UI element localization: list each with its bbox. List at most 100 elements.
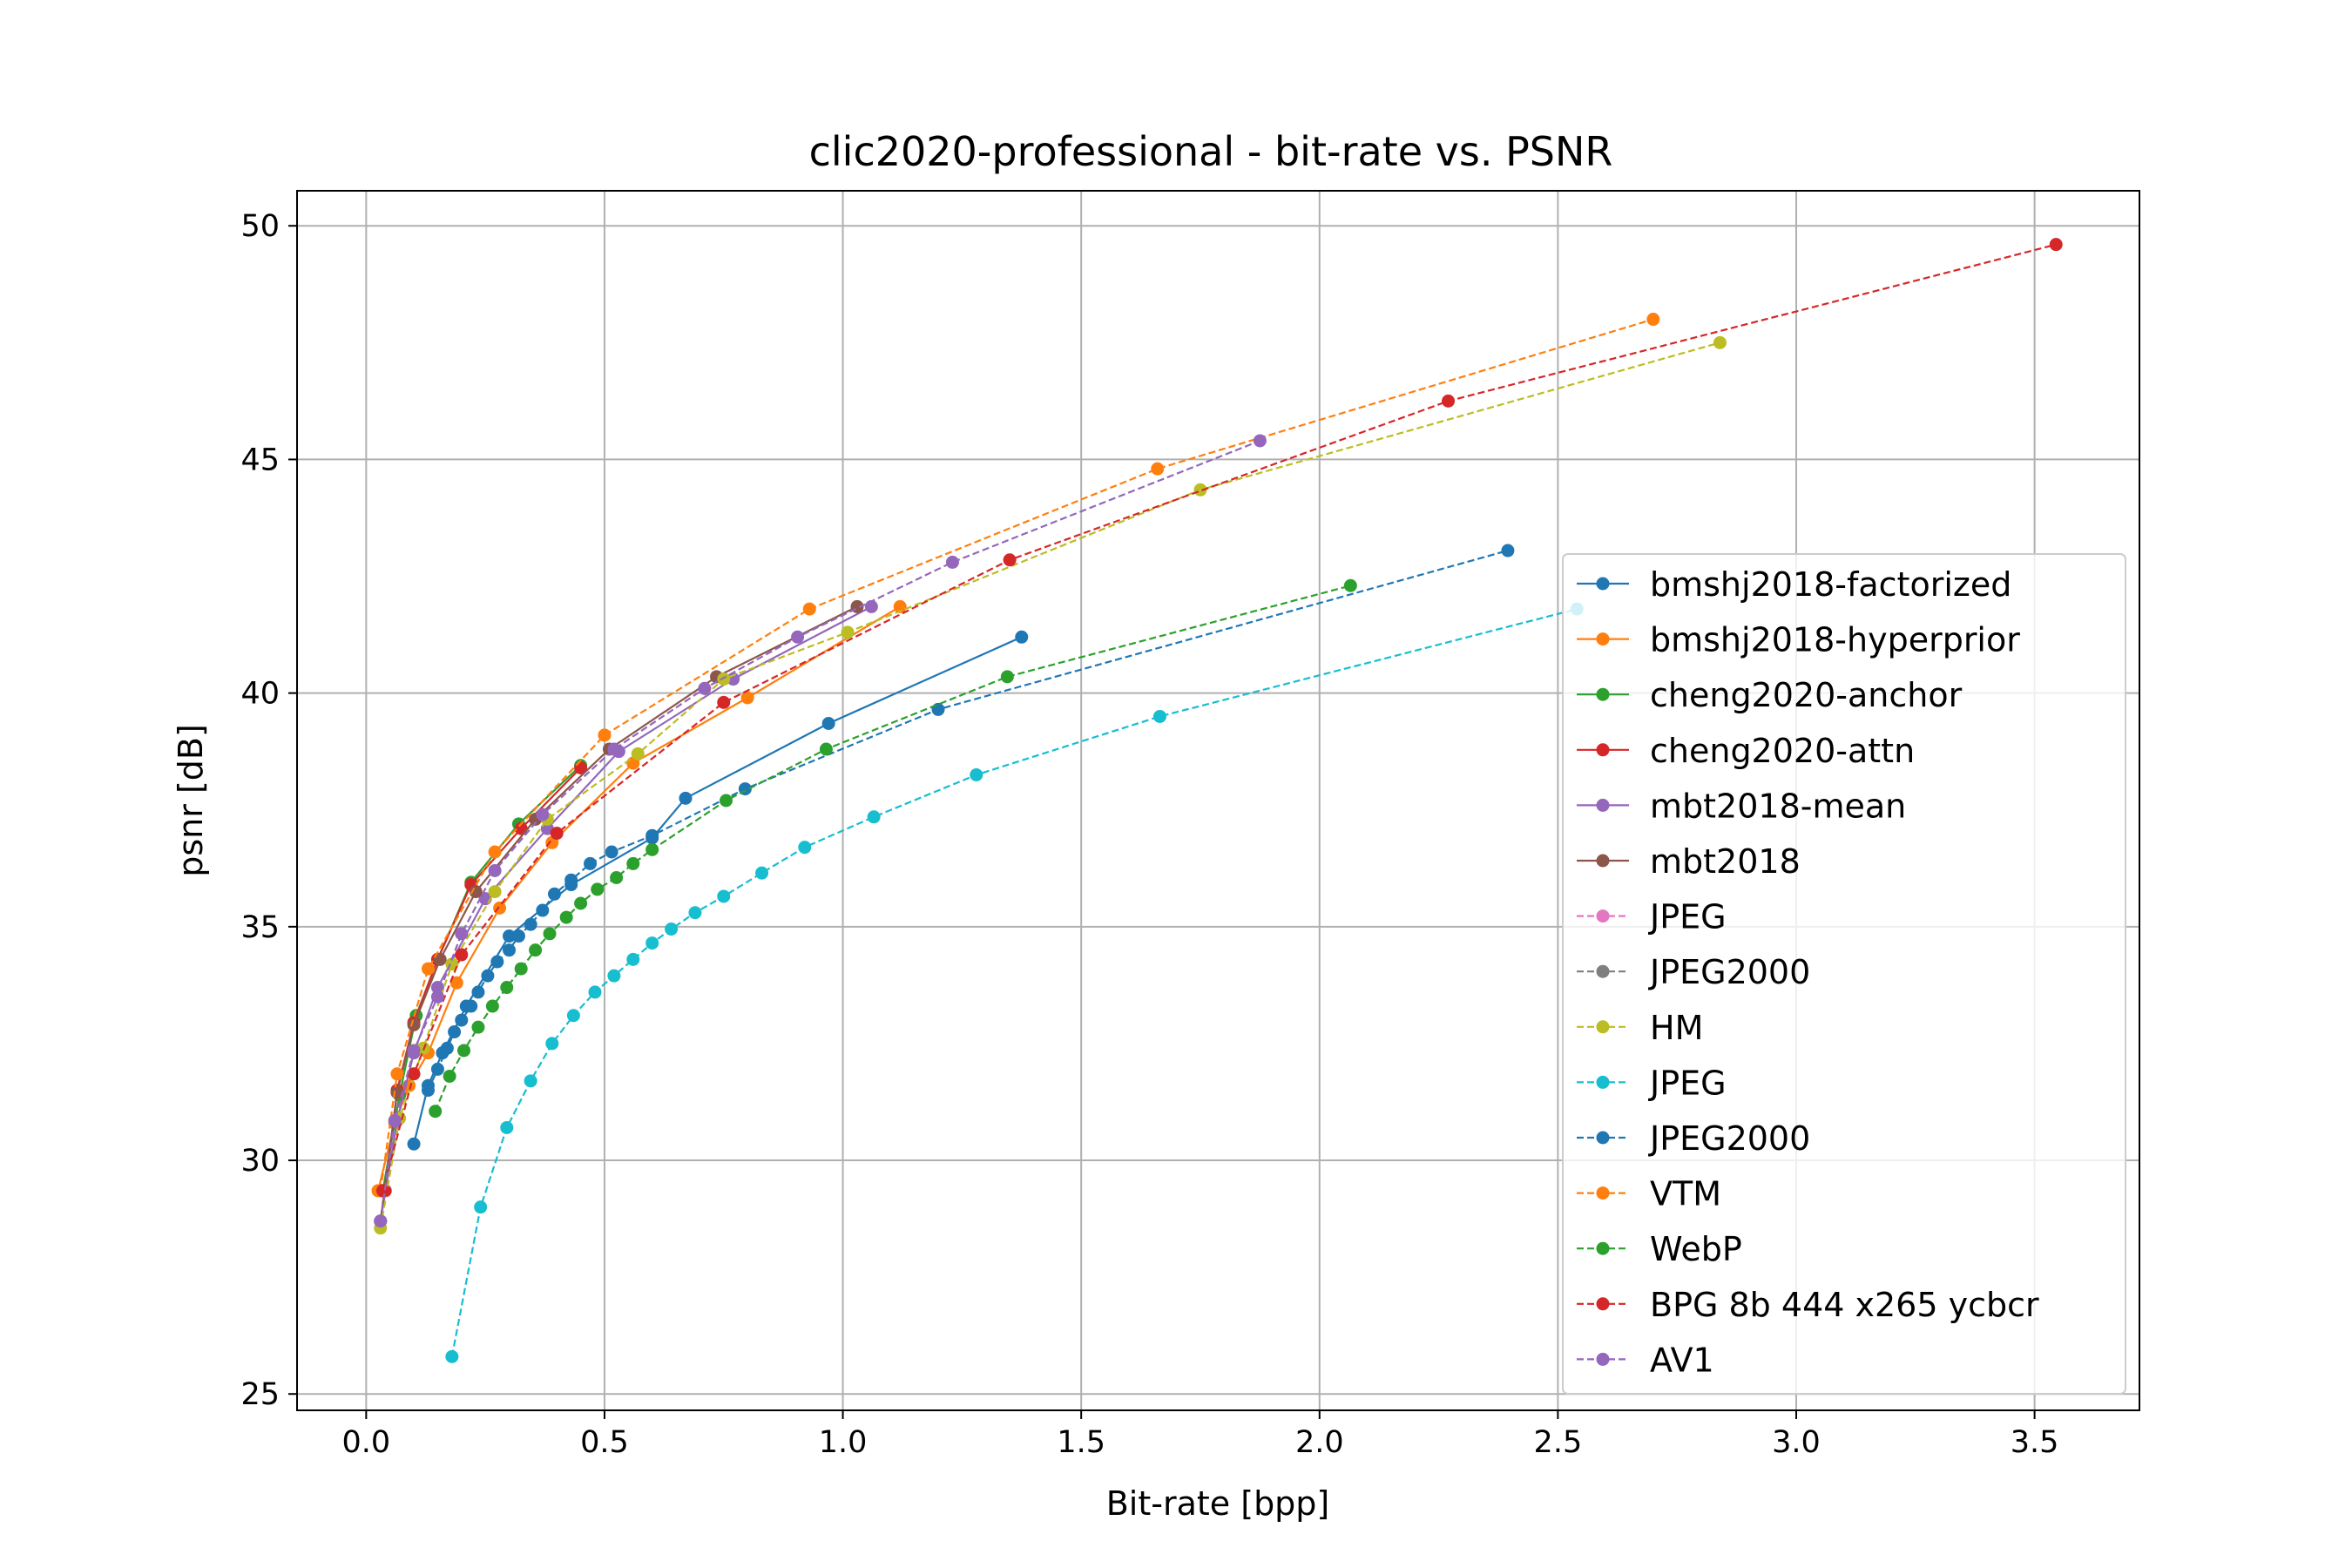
data-point [543, 927, 557, 941]
legend-entry: cheng2020-anchor [1577, 676, 1963, 714]
chart-title: clic2020-professional - bit-rate vs. PSN… [809, 128, 1613, 175]
legend-entry: mbt2018-mean [1577, 787, 1906, 825]
data-point [564, 873, 578, 887]
data-point [457, 1044, 471, 1058]
data-point [931, 702, 945, 716]
x-tick-label: 1.0 [819, 1425, 868, 1460]
legend-entry: HM [1577, 1009, 1703, 1047]
data-point [388, 1113, 402, 1127]
data-point [469, 885, 483, 899]
legend-marker [1596, 1352, 1610, 1366]
data-point [665, 923, 679, 936]
legend-label: VTM [1650, 1175, 1721, 1213]
legend-entry: JPEG [1577, 898, 1727, 936]
data-point [464, 999, 478, 1013]
data-point [471, 985, 485, 999]
data-point [1442, 394, 1456, 408]
data-point [407, 1067, 421, 1081]
data-point [841, 625, 855, 639]
data-point [645, 842, 659, 856]
data-point [455, 948, 469, 962]
legend-marker [1596, 1186, 1610, 1200]
data-point [430, 990, 444, 1004]
legend-entry: JPEG2000 [1577, 953, 1810, 991]
data-point [1152, 709, 1166, 723]
data-point [1015, 630, 1029, 644]
legend-marker [1596, 577, 1610, 591]
legend-label: cheng2020-attn [1650, 732, 1915, 770]
x-tick-label: 2.5 [1534, 1425, 1583, 1460]
data-point [755, 866, 769, 880]
series-10 [421, 544, 1515, 1098]
y-tick-label: 35 [240, 910, 280, 945]
data-point [375, 1184, 389, 1198]
y-tick-label: 45 [240, 443, 280, 477]
data-point [524, 1074, 537, 1088]
legend-marker [1596, 1297, 1610, 1311]
data-point [626, 952, 640, 966]
legend-label: HM [1650, 1009, 1703, 1047]
data-point [529, 943, 543, 957]
legend-marker [1596, 1075, 1610, 1089]
data-point [559, 910, 573, 924]
legend-marker [1596, 1131, 1610, 1145]
legend-entry: bmshj2018-hyperprior [1577, 621, 2020, 659]
data-point [524, 917, 537, 931]
data-point [374, 1214, 388, 1228]
data-point [867, 810, 881, 824]
x-tick-label: 3.5 [2011, 1425, 2059, 1460]
data-point [449, 976, 463, 990]
data-point [407, 1044, 421, 1058]
data-series [371, 238, 2063, 1363]
data-point [679, 791, 693, 805]
data-point [1646, 313, 1660, 327]
series-11 [374, 313, 1660, 1198]
legend-marker [1596, 909, 1610, 923]
data-point [598, 728, 612, 742]
data-point [536, 808, 550, 821]
series-line [379, 318, 1654, 1192]
x-tick-label: 0.5 [580, 1425, 629, 1460]
data-point [407, 1017, 421, 1031]
legend-label: cheng2020-anchor [1650, 676, 1963, 714]
data-point [717, 672, 731, 686]
data-point [1343, 578, 1357, 592]
legend-entry: WebP [1577, 1230, 1742, 1268]
data-point [893, 599, 907, 613]
x-axis-label: Bit-rate [bpp] [1106, 1484, 1330, 1523]
data-point [488, 885, 502, 899]
data-point [645, 828, 659, 842]
data-point [719, 794, 733, 808]
legend-label: JPEG [1648, 1064, 1727, 1102]
legend-marker [1596, 798, 1610, 812]
data-point [588, 985, 602, 999]
data-point [798, 841, 812, 855]
series-line [379, 439, 1260, 1221]
data-point [864, 599, 878, 613]
data-point [503, 943, 517, 957]
data-point [2049, 238, 2063, 252]
legend-label: JPEG2000 [1648, 1119, 1810, 1158]
data-point [433, 952, 447, 966]
data-point [698, 681, 712, 695]
data-point [1000, 670, 1014, 684]
data-point [591, 882, 605, 896]
data-point [819, 742, 833, 756]
data-point [430, 981, 444, 995]
y-tick-label: 40 [240, 677, 280, 712]
data-point [1501, 544, 1515, 558]
data-point [584, 856, 598, 870]
data-point [448, 1025, 462, 1039]
legend-label: WebP [1650, 1230, 1742, 1268]
legend-entry: VTM [1577, 1175, 1721, 1213]
data-point [536, 903, 550, 917]
legend-marker [1596, 743, 1610, 757]
plot-frame [296, 190, 2140, 1411]
data-point [493, 901, 507, 915]
data-point [1253, 434, 1267, 448]
legend-label: bmshj2018-factorized [1650, 565, 2011, 604]
series-14 [374, 434, 1267, 1228]
data-point [945, 555, 959, 569]
legend-entry: JPEG [1577, 1064, 1727, 1102]
legend-label: JPEG [1648, 898, 1727, 936]
